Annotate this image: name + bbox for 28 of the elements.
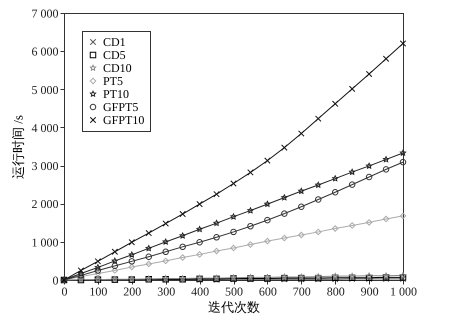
y-tick-label: 7 000	[32, 6, 58, 20]
y-tick-label: 4 000	[32, 120, 58, 135]
x-tick-label: 800	[326, 284, 345, 298]
x-tick-label: 600	[258, 284, 277, 298]
legend-label: CD5	[103, 48, 126, 62]
legend-label: CD10	[103, 61, 132, 75]
legend-label: CD1	[103, 35, 126, 49]
x-tick-label: 0	[62, 284, 68, 298]
legend-label: PT5	[103, 74, 124, 88]
x-tick-label: 300	[157, 284, 176, 298]
x-tick-label: 100	[89, 284, 108, 298]
legend-label: GFPT10	[103, 113, 144, 127]
x-tick-label: 200	[123, 284, 142, 298]
x-tick-label: 400	[191, 284, 210, 298]
y-tick-label: 5 000	[32, 82, 58, 97]
y-axis-title: 运行时间 /s	[10, 115, 26, 179]
y-tick-label: 3 000	[32, 159, 58, 174]
x-tick-label: 1 000	[390, 284, 417, 298]
y-tick-label: 6 000	[32, 44, 58, 59]
y-tick-label: 1 000	[32, 235, 58, 250]
x-tick-label: 500	[225, 284, 243, 298]
legend-label: GFPT5	[103, 100, 138, 114]
y-tick-label: 2 000	[32, 197, 58, 212]
legend-label: PT10	[103, 87, 130, 101]
x-tick-label: 700	[292, 284, 311, 298]
x-tick-label: 900	[360, 284, 379, 298]
x-axis-title: 迭代次数	[208, 300, 260, 314]
y-tick-label: 0	[52, 274, 58, 288]
